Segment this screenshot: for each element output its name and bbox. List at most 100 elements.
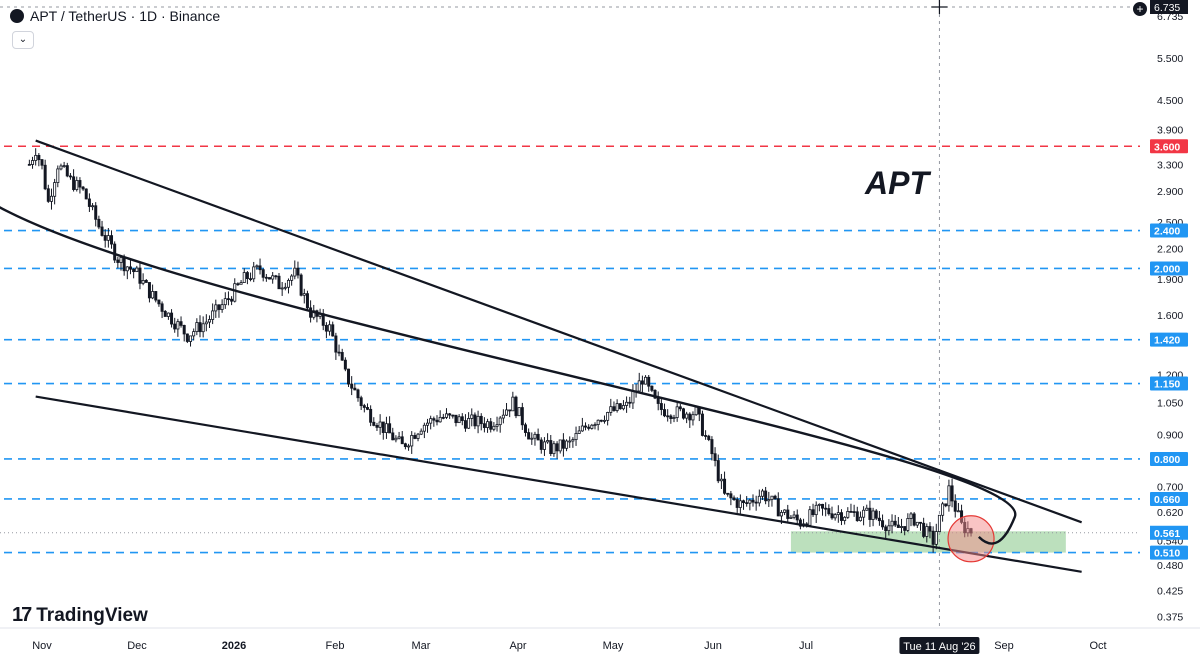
candle-down (198, 322, 202, 333)
candle-down (369, 408, 373, 423)
candle-down (536, 433, 540, 441)
candle-up (789, 516, 793, 519)
candle-down (160, 303, 164, 312)
candle-down (918, 521, 922, 524)
candle-down (849, 510, 853, 513)
candle-down (514, 396, 518, 417)
candle-down (359, 397, 363, 407)
candle-down (944, 503, 948, 507)
candle-up (290, 275, 294, 281)
candle-up (767, 499, 771, 502)
candle-up (176, 321, 180, 330)
candle-up (192, 331, 196, 337)
candle-up (49, 195, 53, 202)
candle-up (590, 424, 594, 429)
candle-up (394, 437, 398, 441)
candle-up (106, 235, 110, 241)
candle-up (283, 286, 287, 289)
candle-down (353, 387, 357, 391)
collapse-legend-button[interactable]: ⌄ (12, 31, 34, 49)
candle-up (429, 418, 433, 424)
candle-down (618, 403, 622, 410)
candle-down (678, 406, 682, 410)
candle-up (937, 514, 941, 532)
candle-down (249, 278, 253, 281)
candle-down (372, 421, 376, 426)
candle-up (91, 205, 95, 208)
candle-down (776, 498, 780, 517)
candle-down (274, 275, 278, 278)
candle-down (100, 226, 104, 236)
candle-down (508, 409, 512, 412)
level-label-bg (1150, 332, 1188, 347)
level-label: 0.800 (1154, 454, 1180, 466)
candle-down (448, 413, 452, 416)
candle-up (517, 407, 521, 417)
candle-down (72, 176, 76, 190)
candle-up (621, 405, 625, 410)
candle-down (549, 440, 553, 455)
projection-arrow (0, 205, 1017, 545)
tradingview-logo: 17 TradingView (12, 604, 148, 627)
candle-down (798, 519, 802, 527)
candle-up (685, 413, 689, 419)
candle-up (858, 516, 862, 522)
candle-down (482, 423, 486, 428)
candle-up (271, 275, 275, 280)
candle-up (925, 526, 929, 537)
candle-up (890, 520, 894, 527)
candle-down (81, 186, 85, 190)
candle-up (757, 495, 761, 504)
candle-down (732, 497, 736, 501)
candle-down (78, 180, 82, 188)
candle-up (672, 417, 676, 419)
coin-icon (10, 9, 24, 23)
candle-down (824, 507, 828, 510)
y-tick-label: 2.200 (1157, 244, 1183, 256)
candle-up (900, 526, 904, 528)
y-tick-label: 0.700 (1157, 482, 1183, 494)
candle-up (862, 509, 866, 518)
candle-up (220, 304, 224, 310)
add-icon[interactable]: + (1133, 2, 1147, 16)
candle-down (650, 385, 654, 391)
candle-down (65, 165, 69, 177)
candle-up (865, 507, 869, 511)
candle-up (792, 514, 796, 518)
candle-up (748, 499, 752, 504)
candle-down (463, 420, 467, 429)
candle-down (726, 492, 730, 495)
x-tick-label: 2026 (222, 640, 246, 652)
level-label: 1.150 (1154, 379, 1180, 391)
symbol-header[interactable]: APT / TetherUS · 1D · Binance (10, 8, 220, 24)
candle-down (94, 205, 98, 220)
level-label-bg (1150, 451, 1188, 466)
candle-up (135, 267, 139, 273)
candle-down (659, 403, 663, 410)
candle-down (893, 520, 897, 526)
candle-down (362, 405, 366, 408)
level-label: 1.420 (1154, 335, 1180, 347)
candle-down (735, 499, 739, 508)
candle-up (166, 312, 170, 317)
candle-down (489, 421, 493, 430)
candle-down (520, 407, 524, 426)
candle-down (653, 389, 657, 399)
candle-down (663, 409, 667, 417)
candle-up (476, 415, 480, 427)
candle-up (207, 319, 211, 323)
candle-down (700, 413, 704, 436)
candle-down (931, 530, 935, 545)
candle-down (113, 243, 117, 261)
candle-down (68, 175, 72, 178)
candle-up (410, 435, 414, 447)
candle-down (40, 159, 44, 166)
crosshair-price-label: 6.735 (1154, 2, 1180, 14)
candle-up (407, 445, 411, 448)
candle-down (523, 424, 527, 433)
y-tick-label: 1.050 (1157, 397, 1183, 409)
candle-up (783, 509, 787, 513)
candle-down (707, 435, 711, 440)
x-tick-label: Oct (1089, 640, 1106, 652)
